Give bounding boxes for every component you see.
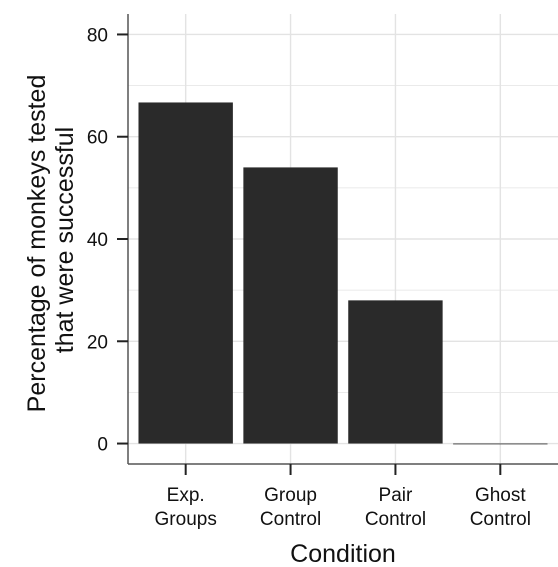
x-tick-label: Exp. Groups: [155, 485, 217, 530]
y-axis-title-line-2: that were successful: [51, 127, 79, 354]
bar-group-control: [243, 167, 338, 444]
y-axis-title: Percentage of monkeys tested that were s…: [23, 68, 79, 413]
y-tick-label: 20: [87, 332, 108, 353]
x-tick-label-line: Group: [264, 485, 317, 506]
y-axis-ticks: 0 20 40 60 80: [87, 25, 128, 456]
x-tick-label-line: Control: [470, 509, 531, 530]
x-tick-label: Pair Control: [365, 485, 426, 530]
x-tick-label-line: Ghost: [475, 485, 526, 506]
bar-pair-control: [348, 300, 443, 444]
x-tick-label-line: Groups: [155, 509, 217, 530]
bar-exp-groups: [138, 102, 233, 444]
y-tick-label: 80: [87, 25, 108, 46]
x-tick-label-line: Pair: [379, 485, 413, 506]
x-axis-ticks: Exp. Groups Group Control Pair Control Ghost Co…: [155, 464, 531, 530]
x-tick-label-line: Exp.: [167, 485, 205, 506]
x-tick-label: Ghost Control: [470, 485, 531, 530]
x-tick-label-line: Control: [260, 509, 321, 530]
y-axis-title-line-1: Percentage of monkeys tested: [23, 75, 51, 413]
bars: [138, 102, 548, 445]
y-tick-label: 0: [97, 435, 108, 456]
bar-ghost-control: [453, 443, 548, 445]
x-tick-label: Group Control: [260, 485, 321, 530]
x-axis-title: Condition: [290, 540, 396, 567]
y-tick-label: 60: [87, 128, 108, 149]
x-tick-label-line: Control: [365, 509, 426, 530]
y-tick-label: 40: [87, 230, 108, 251]
